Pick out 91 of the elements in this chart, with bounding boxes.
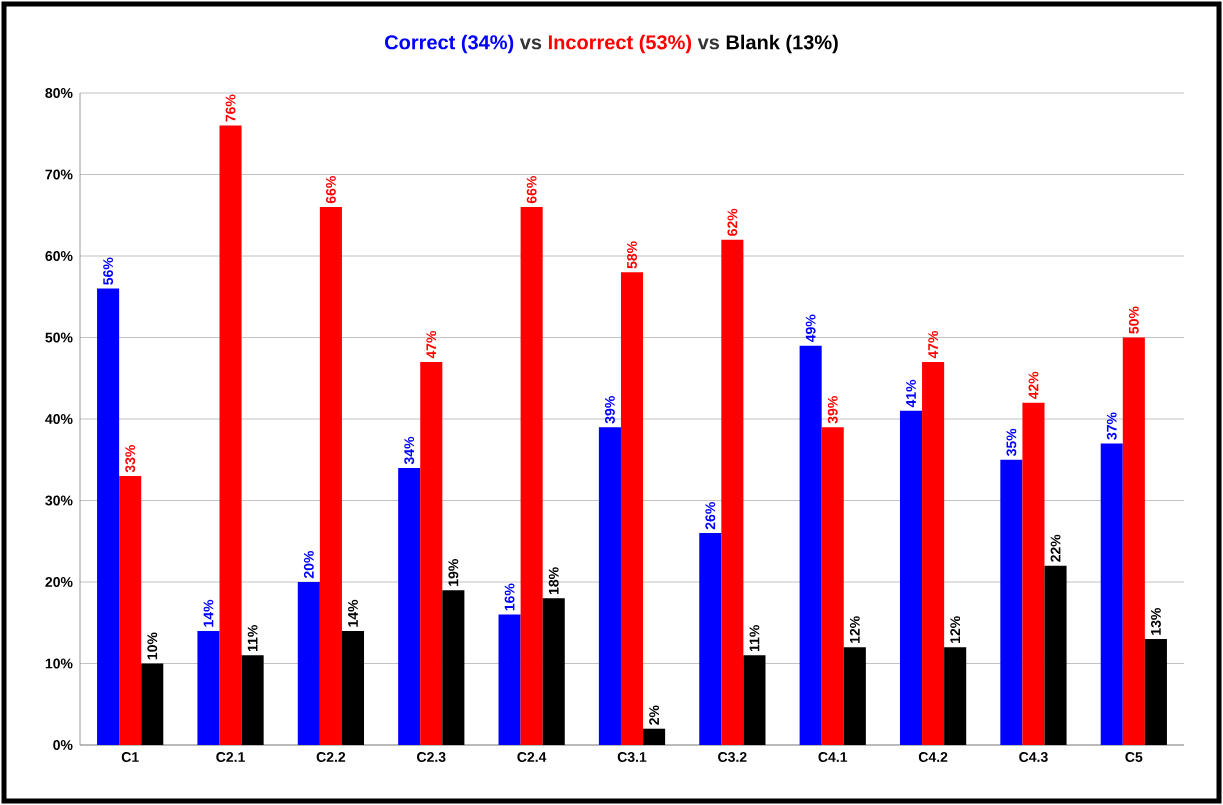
- bar: [922, 361, 945, 745]
- text: vs: [697, 38, 720, 50]
- bar: [241, 655, 264, 745]
- y-tick-label: 0%: [53, 740, 73, 750]
- bar: [297, 582, 320, 745]
- text: 76%: [225, 94, 236, 122]
- text: 50%: [1128, 306, 1139, 334]
- y-tick-label: 10%: [45, 658, 73, 669]
- text: vs: [519, 38, 542, 50]
- x-tick-label: C2.1: [216, 752, 245, 762]
- bar: [1144, 639, 1167, 745]
- text: 41%: [906, 379, 916, 408]
- y-tick-label: 30%: [45, 495, 73, 506]
- bar: [1100, 443, 1123, 745]
- text: 42%: [1028, 371, 1039, 400]
- text: 11%: [749, 625, 760, 652]
- text: 66%: [526, 176, 537, 204]
- bar: [498, 614, 521, 745]
- bar: [643, 728, 666, 745]
- bar: [944, 647, 967, 745]
- bar: [699, 533, 722, 745]
- bar: [1022, 402, 1045, 745]
- y-tick-label: 40%: [45, 414, 73, 424]
- x-tick-label: C3.1: [617, 752, 647, 762]
- x-tick-label: C2.2: [316, 752, 346, 762]
- x-tick-label: C5: [1125, 752, 1143, 762]
- bar: [1044, 565, 1067, 745]
- text: 26%: [705, 502, 716, 530]
- y-tick-label: 60%: [45, 251, 73, 261]
- text: 39%: [827, 396, 838, 424]
- text: 49%: [805, 314, 816, 343]
- text: 18%: [548, 567, 559, 595]
- x-tick-label: C1: [121, 752, 139, 762]
- bar: [721, 239, 744, 745]
- text: 2%: [649, 705, 660, 725]
- bar: [520, 207, 543, 745]
- text: 35%: [1006, 428, 1017, 457]
- bar: [1000, 459, 1023, 745]
- text: 22%: [1050, 534, 1061, 562]
- text: 14%: [348, 599, 358, 627]
- text: Blank (13%): [726, 34, 838, 54]
- text: 13%: [1150, 608, 1161, 635]
- bar: [119, 476, 142, 745]
- text: 66%: [325, 176, 336, 204]
- text: Incorrect (53%): [548, 34, 692, 54]
- bar: [197, 630, 220, 745]
- bar: [899, 410, 923, 745]
- text: 47%: [426, 330, 437, 359]
- bar: [542, 598, 565, 745]
- y-tick-label: 50%: [45, 332, 73, 343]
- bar: [821, 427, 844, 745]
- bar: [598, 427, 621, 745]
- text: 34%: [404, 436, 415, 465]
- x-tick-label: C4.1: [818, 752, 848, 762]
- x-tick-label: C4.3: [1019, 752, 1048, 762]
- bar: [799, 345, 822, 745]
- text: 33%: [125, 445, 136, 473]
- x-tick-label: C4.2: [918, 752, 948, 762]
- bar: [843, 647, 866, 745]
- bar: [341, 630, 365, 745]
- text: 12%: [849, 616, 860, 643]
- x-tick-label: C2.3: [417, 752, 446, 762]
- text: 12%: [950, 616, 961, 643]
- text: 11%: [247, 625, 258, 652]
- text: 14%: [203, 599, 214, 627]
- bar: [620, 272, 644, 745]
- bar: [1122, 337, 1145, 745]
- text: 16%: [504, 583, 515, 611]
- text: 56%: [103, 257, 114, 285]
- text: Correct (34%): [385, 34, 514, 54]
- bar: [219, 125, 242, 745]
- bar: [319, 207, 342, 745]
- text: 62%: [727, 208, 738, 236]
- y-tick-label: 20%: [45, 577, 73, 587]
- text: 37%: [1106, 412, 1117, 440]
- bar: [743, 655, 766, 745]
- bar: [97, 288, 120, 745]
- y-tick-label: 70%: [45, 169, 73, 180]
- x-tick-label: C2.4: [517, 752, 547, 762]
- text: 10%: [147, 632, 158, 660]
- text: 58%: [627, 241, 637, 269]
- y-tick-label: 80%: [45, 88, 73, 98]
- text: 39%: [604, 396, 615, 424]
- bar: [141, 663, 164, 745]
- x-tick-label: C3.2: [718, 752, 747, 762]
- bar: [420, 361, 443, 745]
- text: 19%: [448, 559, 459, 586]
- bar: [442, 590, 465, 745]
- text: 47%: [928, 330, 938, 359]
- text: 20%: [303, 550, 314, 579]
- bar: [398, 467, 421, 745]
